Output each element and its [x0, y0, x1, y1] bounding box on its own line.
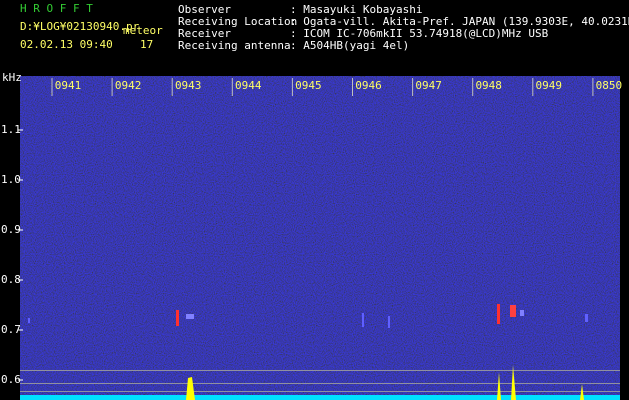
info-label: Receiver [178, 27, 231, 40]
info-value: : ICOM IC-706mkII 53.74918(@LCD)MHz USB [290, 27, 549, 40]
y-label: 0.7 [1, 323, 21, 336]
time-label: 0946 [355, 79, 382, 92]
y-label: 1.0 [1, 173, 21, 186]
meteor-traces [28, 304, 588, 328]
time-label: 0850 [596, 79, 623, 92]
time-label: 0947 [415, 79, 442, 92]
reference-lines [20, 370, 620, 392]
y-label: 1.1 [1, 123, 21, 136]
y-label: 0.6 [1, 373, 21, 386]
info-value: : A504HB(yagi 4el) [290, 39, 409, 52]
app-title: H R O F F T [20, 2, 93, 15]
info-value: : Masayuki Kobayashi [290, 3, 422, 16]
unit: kHz [2, 71, 22, 84]
mode: meteor [123, 24, 163, 37]
info-label: Receiving Location [178, 15, 297, 28]
signal-level [20, 365, 620, 400]
count: 17 [140, 38, 153, 51]
time-label: 0942 [115, 79, 142, 92]
info-value: : Ogata-vill. Akita-Pref. JAPAN (139.930… [290, 15, 629, 28]
info-label: Receiving antenna [178, 39, 291, 52]
time-label: 0949 [536, 79, 563, 92]
time-label: 0941 [55, 79, 82, 92]
time-label: 0945 [295, 79, 322, 92]
time-label: 0944 [235, 79, 262, 92]
info-label: Observer [178, 3, 231, 16]
log-file: D:¥LOG¥02130940.pr [20, 20, 140, 33]
datetime: 02.02.13 09:40 [20, 38, 113, 51]
spectrogram-noise [20, 76, 620, 400]
time-label: 0943 [175, 79, 202, 92]
time-label: 0948 [475, 79, 502, 92]
y-label: 0.9 [1, 223, 21, 236]
y-label: 0.8 [1, 273, 21, 286]
